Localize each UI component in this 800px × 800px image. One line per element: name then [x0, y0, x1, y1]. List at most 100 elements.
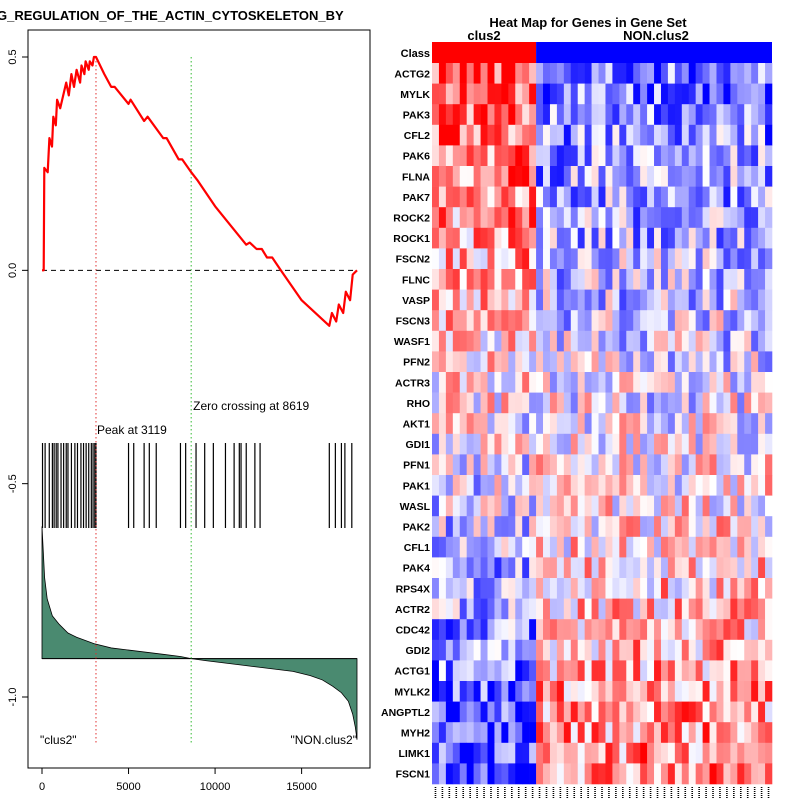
heatmap-cell — [667, 330, 676, 352]
heatmap-cell — [640, 207, 648, 229]
heatmap-cell — [563, 186, 572, 208]
heatmap-cell — [654, 454, 662, 476]
heatmap-cell — [633, 83, 641, 105]
heatmap-cell — [640, 392, 648, 414]
heatmap-cell — [619, 536, 627, 558]
heatmap-cell — [688, 310, 696, 332]
heatmap-cell — [549, 619, 558, 641]
heatmap-cell — [619, 392, 627, 414]
heatmap-cell — [647, 701, 655, 723]
heatmap-cell — [543, 454, 551, 476]
heatmap-cell — [452, 578, 461, 599]
heatmap-cell — [570, 310, 579, 332]
heatmap-cell — [570, 289, 579, 311]
heatmap-cell — [674, 536, 683, 558]
heatmap-cell — [577, 763, 585, 785]
heatmap-cell — [432, 495, 440, 517]
heatmap-cell — [744, 392, 752, 414]
heatmap-cell — [598, 681, 606, 702]
y-axis: 0.50.0-0.5-1.0 — [7, 49, 28, 706]
heatmap-cell — [681, 701, 690, 723]
heatmap-cell — [751, 227, 759, 249]
heatmap-cell — [522, 619, 530, 641]
heatmap-cell — [563, 351, 572, 373]
heatmap-cell — [744, 722, 752, 744]
heatmap-cell — [584, 248, 592, 270]
heatmap-cell — [654, 660, 662, 682]
heatmap-cell — [549, 104, 558, 126]
heatmap-cell — [466, 124, 474, 146]
heatmap-cell — [605, 166, 613, 187]
heatmap-cell — [681, 186, 690, 208]
heatmap-cell — [556, 207, 565, 229]
heatmap-cell — [466, 104, 474, 126]
heatmap-cell — [765, 557, 773, 579]
heatmap-cell — [737, 639, 745, 661]
heatmap-cell — [640, 495, 648, 517]
x-tick-label: 5000 — [116, 781, 140, 793]
heatmap-cell — [702, 104, 710, 126]
gene-label: PAK2 — [403, 522, 430, 534]
heatmap-cell — [619, 475, 627, 496]
heatmap-cell — [605, 639, 613, 661]
heatmap-cell — [612, 536, 620, 558]
heatmap-cell — [459, 598, 467, 620]
heatmap-cell — [584, 330, 592, 352]
heatmap-cell — [501, 495, 509, 517]
heatmap-cell — [487, 392, 495, 414]
heatmap-cell — [605, 742, 613, 764]
heatmap-cell — [438, 83, 447, 105]
heatmap-cell — [681, 475, 690, 496]
y-tick-label: 0.5 — [7, 49, 19, 64]
heatmap-cell — [543, 63, 551, 84]
heatmap-cell — [591, 330, 599, 352]
heatmap-cell — [688, 536, 696, 558]
heatmap-cell — [688, 124, 696, 146]
heatmap-cell — [688, 475, 696, 496]
heatmap-cell — [723, 516, 731, 538]
heatmap-cell — [438, 145, 447, 167]
heatmap-cell — [619, 619, 627, 641]
heatmap-cell — [619, 495, 627, 517]
heatmap-cell — [473, 351, 481, 373]
heatmap-cell — [695, 269, 703, 290]
heatmap-cell — [480, 433, 488, 455]
heatmap-cell — [529, 83, 537, 105]
heatmap-cell — [626, 186, 634, 208]
heatmap-cell — [536, 207, 544, 229]
heatmap-cell — [688, 207, 696, 229]
heatmap-cell — [543, 104, 551, 126]
heatmap-cell — [612, 475, 620, 496]
heatmap-cell — [432, 598, 440, 620]
heatmap-cell — [438, 186, 447, 208]
heatmap-cell — [660, 248, 669, 270]
heatmap-cell — [556, 557, 565, 579]
heatmap-cell — [563, 639, 572, 661]
heatmap-cell — [452, 619, 461, 641]
heatmap-cell — [654, 83, 662, 105]
heatmap-cell — [598, 454, 606, 476]
heatmap-cell — [758, 763, 766, 785]
heatmap-cell — [667, 83, 676, 105]
heatmap-cell — [619, 124, 627, 146]
heatmap-cell — [487, 351, 495, 373]
heatmap-cell — [681, 619, 690, 641]
heatmap-cell — [647, 83, 655, 105]
heatmap-cell — [633, 557, 641, 579]
heatmap-cell — [494, 124, 502, 146]
heatmap-cell — [466, 330, 474, 352]
heatmap-cell — [452, 763, 461, 785]
heatmap-cell — [660, 681, 669, 702]
heatmap-cell — [702, 351, 710, 373]
heatmap-cell — [515, 207, 523, 229]
heatmap-cell — [522, 763, 530, 785]
heatmap-cell — [529, 536, 537, 558]
heatmap-cell — [758, 598, 766, 620]
heatmap-cell — [667, 166, 676, 187]
heatmap-title: Heat Map for Genes in Gene Set — [489, 15, 687, 30]
heatmap-cell — [480, 722, 488, 744]
heatmap-cell — [758, 186, 766, 208]
heatmap-cell — [584, 619, 592, 641]
heatmap-cell — [647, 269, 655, 290]
heatmap-cell — [633, 392, 641, 414]
